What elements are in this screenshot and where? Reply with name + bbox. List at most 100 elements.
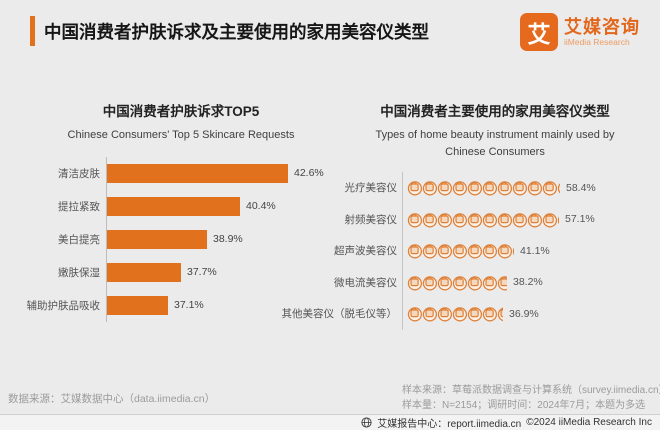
beauty-device-icon — [437, 244, 453, 259]
beauty-device-icon — [497, 213, 513, 228]
device-panel: 中国消费者主要使用的家用美容仪类型 Types of home beauty i… — [281, 100, 652, 330]
report-footer: 艾媒报告中心：report.iimedia.cn ©2024 iiMedia R… — [0, 414, 660, 430]
beauty-device-icon — [542, 181, 558, 196]
beauty-device-icon — [467, 213, 483, 228]
beauty-device-icon — [422, 307, 438, 322]
beauty-device-icon — [407, 181, 423, 196]
beauty-device-icon — [452, 213, 468, 228]
bar — [107, 196, 240, 216]
beauty-device-icon — [452, 244, 468, 259]
beauty-device-icon — [437, 276, 453, 291]
value-label: 58.4% — [566, 181, 596, 194]
bar-row: 清洁皮肤 42.6% — [30, 156, 332, 190]
beauty-device-icon — [527, 213, 543, 228]
category-label: 辅助护肤品吸收 — [26, 299, 101, 312]
beauty-device-icon — [467, 181, 483, 196]
partial-icon — [496, 305, 503, 322]
partial-icon — [556, 179, 560, 196]
bar-row: 美白提亮 38.9% — [30, 222, 332, 256]
beauty-device-icon — [497, 276, 507, 291]
footer-copyright: ©2024 iiMedia Research Inc — [526, 417, 652, 428]
page-title: 中国消费者护肤诉求及主要使用的家用美容仪类型 — [44, 22, 429, 42]
beauty-device-icon — [422, 213, 438, 228]
pictogram-row: 超声波美容仪 41.1% — [334, 235, 652, 267]
beauty-device-icon — [512, 213, 528, 228]
beauty-device-icon — [512, 181, 528, 196]
category-label: 射频美容仪 — [344, 213, 398, 226]
category-label: 提拉紧致 — [58, 200, 100, 213]
partial-icon — [556, 211, 559, 228]
skincare-bar-chart: 清洁皮肤 42.6% 提拉紧致 40.4% 美白提亮 38.9% 嫩肤保湿 37.7% 辅助护肤… — [26, 156, 332, 322]
sample-size-note: 样本量：N=2154；调研时间：2024年7月；本题为多选 — [402, 400, 646, 411]
beauty-device-icon — [557, 183, 560, 194]
value-label: 37.7% — [187, 266, 217, 278]
beauty-device-icon — [407, 276, 423, 291]
footer-report-link: 艾媒报告中心：report.iimedia.cn — [377, 419, 522, 430]
device-chart-subtitle: Types of home beauty instrument mainly u… — [375, 129, 615, 158]
pictogram-row: 射频美容仪 57.1% — [338, 203, 652, 235]
value-label: 36.9% — [509, 307, 539, 320]
beauty-device-icon — [557, 216, 559, 225]
skincare-chart-subtitle: Chinese Consumers' Top 5 Skincare Reques… — [67, 129, 295, 141]
beauty-device-icon — [422, 276, 438, 291]
beauty-device-icon — [482, 276, 498, 291]
beauty-device-icon — [467, 307, 483, 322]
iimedia-logo: 艾 艾媒咨询 iiMedia Research — [520, 13, 640, 51]
bar — [107, 229, 207, 249]
beauty-device-icon — [437, 181, 453, 196]
partial-icon — [511, 242, 514, 259]
beauty-device-icon — [482, 307, 498, 322]
bar-row: 提拉紧致 40.4% — [30, 189, 332, 223]
value-label: 38.9% — [213, 233, 243, 245]
beauty-device-icon — [407, 213, 423, 228]
beauty-device-icon — [497, 244, 513, 259]
value-label: 37.1% — [174, 299, 204, 311]
skincare-panel: 中国消费者护肤诉求TOP5 Chinese Consumers' Top 5 S… — [26, 100, 332, 322]
bar — [107, 262, 181, 282]
beauty-device-icon — [482, 244, 498, 259]
beauty-device-icon — [437, 307, 453, 322]
logo-name-cn: 艾媒咨询 — [564, 17, 640, 37]
sample-source-note: 样本来源：草莓派数据调查与计算系统（survey.iimedia.cn） — [402, 385, 660, 396]
iimedia-logo-icon: 艾 — [520, 13, 558, 51]
bar — [107, 163, 288, 183]
beauty-device-icon — [497, 181, 513, 196]
partial-icon — [496, 274, 507, 291]
pictogram-row: 微电流美容仪 38.2% — [334, 266, 652, 298]
beauty-device-icon — [437, 213, 453, 228]
beauty-device-icon — [482, 213, 498, 228]
logo-name-en: iiMedia Research — [564, 37, 630, 47]
category-label: 清洁皮肤 — [58, 167, 100, 180]
category-label: 超声波美容仪 — [334, 245, 397, 258]
pictogram-row: 其他美容仪（脱毛仪等） 36.9% — [281, 298, 652, 330]
value-label: 41.1% — [520, 244, 550, 257]
value-label: 40.4% — [246, 200, 276, 212]
device-pictogram-chart: 光疗美容仪 58.4% 射频美容仪 57.1% 超声波美容仪 41.1% 微电流美容仪 38.… — [281, 172, 652, 330]
beauty-device-icon — [467, 276, 483, 291]
value-label: 42.6% — [294, 167, 324, 179]
category-label: 其他美容仪（脱毛仪等） — [281, 308, 398, 321]
globe-icon — [361, 417, 372, 428]
device-chart-title: 中国消费者主要使用的家用美容仪类型 — [380, 104, 610, 119]
bar — [107, 295, 168, 315]
beauty-device-icon — [422, 181, 438, 196]
beauty-device-icon — [512, 247, 514, 256]
skincare-chart-title: 中国消费者护肤诉求TOP5 — [102, 104, 260, 119]
category-label: 微电流美容仪 — [334, 276, 397, 289]
category-label: 光疗美容仪 — [344, 182, 398, 195]
category-label: 嫩肤保湿 — [58, 266, 100, 279]
value-label: 57.1% — [565, 213, 595, 226]
beauty-device-icon — [527, 181, 543, 196]
beauty-device-icon — [467, 244, 483, 259]
beauty-device-icon — [407, 307, 423, 322]
pictogram-row: 光疗美容仪 58.4% — [338, 172, 652, 204]
bar-row: 嫩肤保湿 37.7% — [30, 255, 332, 289]
sample-notes: 样本来源：草莓派数据调查与计算系统（survey.iimedia.cn） 样本量… — [402, 383, 660, 413]
beauty-device-icon — [452, 276, 468, 291]
bar-row: 辅助护肤品吸收 37.1% — [26, 288, 332, 322]
beauty-device-icon — [422, 244, 438, 259]
beauty-device-icon — [452, 307, 468, 322]
beauty-device-icon — [497, 307, 503, 322]
data-source-note: 数据来源：艾媒数据中心（data.iimedia.cn） — [8, 393, 216, 405]
